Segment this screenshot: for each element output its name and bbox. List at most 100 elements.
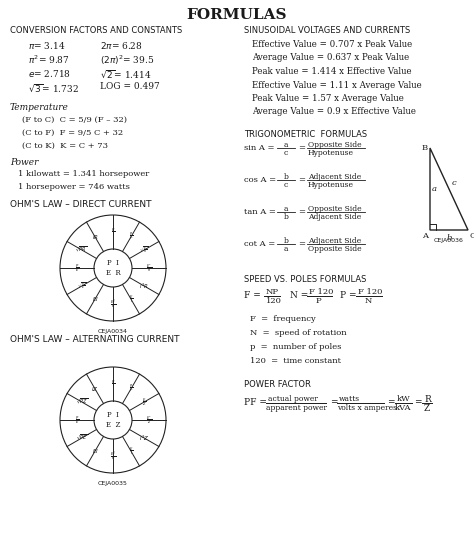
Text: 120: 120 bbox=[266, 297, 282, 305]
Text: =: = bbox=[330, 398, 337, 407]
Text: Adjacent Side: Adjacent Side bbox=[308, 173, 361, 181]
Text: =: = bbox=[298, 176, 305, 184]
Text: Adjacent Side: Adjacent Side bbox=[308, 237, 361, 245]
Text: SINUSOIDAL VOLTAGES AND CURRENTS: SINUSOIDAL VOLTAGES AND CURRENTS bbox=[244, 26, 410, 35]
Text: a: a bbox=[284, 141, 288, 149]
Text: b: b bbox=[447, 234, 452, 242]
Text: (C to F)  F = 9/5 C + 32: (C to F) F = 9/5 C + 32 bbox=[22, 129, 123, 137]
Text: $EI$: $EI$ bbox=[91, 447, 99, 455]
Text: Opposite Side: Opposite Side bbox=[308, 245, 362, 253]
Text: OHM'S LAW – ALTERNATING CURRENT: OHM'S LAW – ALTERNATING CURRENT bbox=[10, 335, 180, 344]
Text: N  =  speed of rotation: N = speed of rotation bbox=[250, 329, 346, 337]
Text: b: b bbox=[283, 237, 289, 245]
Text: $2\pi$= 6.28: $2\pi$= 6.28 bbox=[100, 40, 143, 51]
Text: $\frac{E}{I}$: $\frac{E}{I}$ bbox=[129, 293, 133, 305]
Text: FORMULAS: FORMULAS bbox=[187, 8, 287, 22]
Text: Opposite Side: Opposite Side bbox=[308, 141, 362, 149]
Text: Peak value = 1.414 x Effective Value: Peak value = 1.414 x Effective Value bbox=[252, 67, 411, 76]
Text: N: N bbox=[365, 297, 373, 305]
Text: Hypotenuse: Hypotenuse bbox=[308, 181, 354, 189]
Text: watts: watts bbox=[339, 395, 360, 403]
Text: Adjacent Side: Adjacent Side bbox=[308, 213, 361, 221]
Text: CEJA0035: CEJA0035 bbox=[98, 481, 128, 486]
Text: Temperature: Temperature bbox=[10, 103, 69, 112]
Text: c: c bbox=[284, 149, 288, 157]
Text: Opposite Side: Opposite Side bbox=[308, 205, 362, 213]
Text: $\frac{P}{E}$: $\frac{P}{E}$ bbox=[75, 414, 79, 426]
Text: apparent power: apparent power bbox=[266, 404, 327, 412]
Text: SPEED VS. POLES FORMULAS: SPEED VS. POLES FORMULAS bbox=[244, 275, 366, 284]
Text: $e$= 2.718: $e$= 2.718 bbox=[28, 68, 71, 79]
Text: 1 kilowatt = 1.341 horsepower: 1 kilowatt = 1.341 horsepower bbox=[18, 170, 149, 178]
Text: tan A =: tan A = bbox=[244, 208, 276, 216]
Text: 120  =  time constant: 120 = time constant bbox=[250, 357, 341, 365]
Text: p  =  number of poles: p = number of poles bbox=[250, 343, 341, 351]
Text: N =: N = bbox=[290, 291, 308, 300]
Text: $\frac{E^2}{R}$: $\frac{E^2}{R}$ bbox=[146, 262, 152, 274]
Text: $EI$: $EI$ bbox=[91, 295, 99, 303]
Text: P: P bbox=[316, 297, 322, 305]
Text: $\frac{E}{I}$: $\frac{E}{I}$ bbox=[129, 446, 133, 457]
Text: b: b bbox=[283, 173, 289, 181]
Text: c: c bbox=[452, 179, 457, 187]
Text: E  R: E R bbox=[106, 269, 120, 277]
Text: Average Value = 0.637 x Peak Value: Average Value = 0.637 x Peak Value bbox=[252, 54, 409, 62]
Text: OHM'S LAW – DIRECT CURRENT: OHM'S LAW – DIRECT CURRENT bbox=[10, 200, 152, 209]
Text: F 120: F 120 bbox=[358, 288, 383, 296]
Text: $\pi$= 3.14: $\pi$= 3.14 bbox=[28, 40, 65, 51]
Text: a: a bbox=[284, 205, 288, 213]
Text: $\frac{P}{I}$: $\frac{P}{I}$ bbox=[111, 226, 115, 238]
Text: $\sqrt{\frac{P}{E}}$: $\sqrt{\frac{P}{E}}$ bbox=[77, 280, 86, 292]
Text: $\frac{E}{Z}$: $\frac{E}{Z}$ bbox=[142, 396, 146, 408]
Text: C: C bbox=[470, 232, 474, 240]
Text: LOG = 0.497: LOG = 0.497 bbox=[100, 82, 160, 91]
Text: volts x amperes: volts x amperes bbox=[337, 404, 397, 412]
Text: =: = bbox=[387, 398, 394, 407]
Text: =: = bbox=[298, 144, 305, 152]
Text: $\frac{P}{I^2}$: $\frac{P}{I^2}$ bbox=[128, 383, 134, 395]
Text: CONVERSION FACTORS AND CONSTANTS: CONVERSION FACTORS AND CONSTANTS bbox=[10, 26, 182, 35]
Text: $IZ$: $IZ$ bbox=[91, 385, 99, 393]
Text: Z: Z bbox=[424, 404, 430, 413]
Text: Hypotenuse: Hypotenuse bbox=[308, 149, 354, 157]
Text: 1 horsepower = 746 watts: 1 horsepower = 746 watts bbox=[18, 183, 130, 191]
Text: $\frac{P}{I^2}$: $\frac{P}{I^2}$ bbox=[128, 231, 134, 243]
Text: (C to K)  K = C + 73: (C to K) K = C + 73 bbox=[22, 142, 108, 150]
Text: =: = bbox=[298, 240, 305, 248]
Text: P  I: P I bbox=[107, 411, 119, 419]
Text: actual power: actual power bbox=[268, 395, 318, 403]
Text: $\pi^2$= 9.87: $\pi^2$= 9.87 bbox=[28, 54, 70, 67]
Text: kVA: kVA bbox=[395, 404, 411, 412]
Text: $\frac{E^2}{Z}$: $\frac{E^2}{Z}$ bbox=[146, 414, 152, 426]
Text: sin A =: sin A = bbox=[244, 144, 274, 152]
Text: TRIGONOMETRIC  FORMULAS: TRIGONOMETRIC FORMULAS bbox=[244, 130, 367, 139]
Text: B: B bbox=[422, 144, 428, 152]
Text: $I^2R$: $I^2R$ bbox=[139, 281, 149, 290]
Text: a: a bbox=[432, 185, 437, 193]
Text: F  =  frequency: F = frequency bbox=[250, 315, 316, 323]
Text: P =: P = bbox=[340, 291, 356, 300]
Text: =: = bbox=[414, 398, 421, 407]
Text: cot A =: cot A = bbox=[244, 240, 275, 248]
Text: $\sqrt{PE}$: $\sqrt{PE}$ bbox=[76, 434, 88, 442]
Text: c: c bbox=[284, 181, 288, 189]
Text: CEJA0034: CEJA0034 bbox=[98, 329, 128, 334]
Text: $\frac{P}{I}$: $\frac{P}{I}$ bbox=[111, 378, 115, 390]
Text: $\frac{P}{E}$: $\frac{P}{E}$ bbox=[75, 262, 79, 274]
Text: Average Value = 0.9 x Effective Value: Average Value = 0.9 x Effective Value bbox=[252, 108, 416, 116]
Text: b: b bbox=[283, 213, 289, 221]
Text: $(2\pi)^2$= 39.5: $(2\pi)^2$= 39.5 bbox=[100, 54, 155, 67]
Text: Power: Power bbox=[10, 158, 38, 167]
Text: cos A =: cos A = bbox=[244, 176, 276, 184]
Text: R: R bbox=[424, 395, 431, 404]
Text: F 120: F 120 bbox=[309, 288, 333, 296]
Text: NP: NP bbox=[266, 288, 279, 296]
Text: $IR$: $IR$ bbox=[91, 233, 99, 241]
Text: =: = bbox=[298, 208, 305, 216]
Text: CEJA0036: CEJA0036 bbox=[434, 238, 464, 243]
Text: $\sqrt{\frac{E}{R}}$: $\sqrt{\frac{E}{R}}$ bbox=[139, 245, 149, 256]
Text: E  Z: E Z bbox=[106, 421, 120, 429]
Text: PF =: PF = bbox=[244, 398, 267, 407]
Text: $\sqrt{2}$= 1.414: $\sqrt{2}$= 1.414 bbox=[100, 68, 152, 80]
Text: P  I: P I bbox=[107, 259, 119, 267]
